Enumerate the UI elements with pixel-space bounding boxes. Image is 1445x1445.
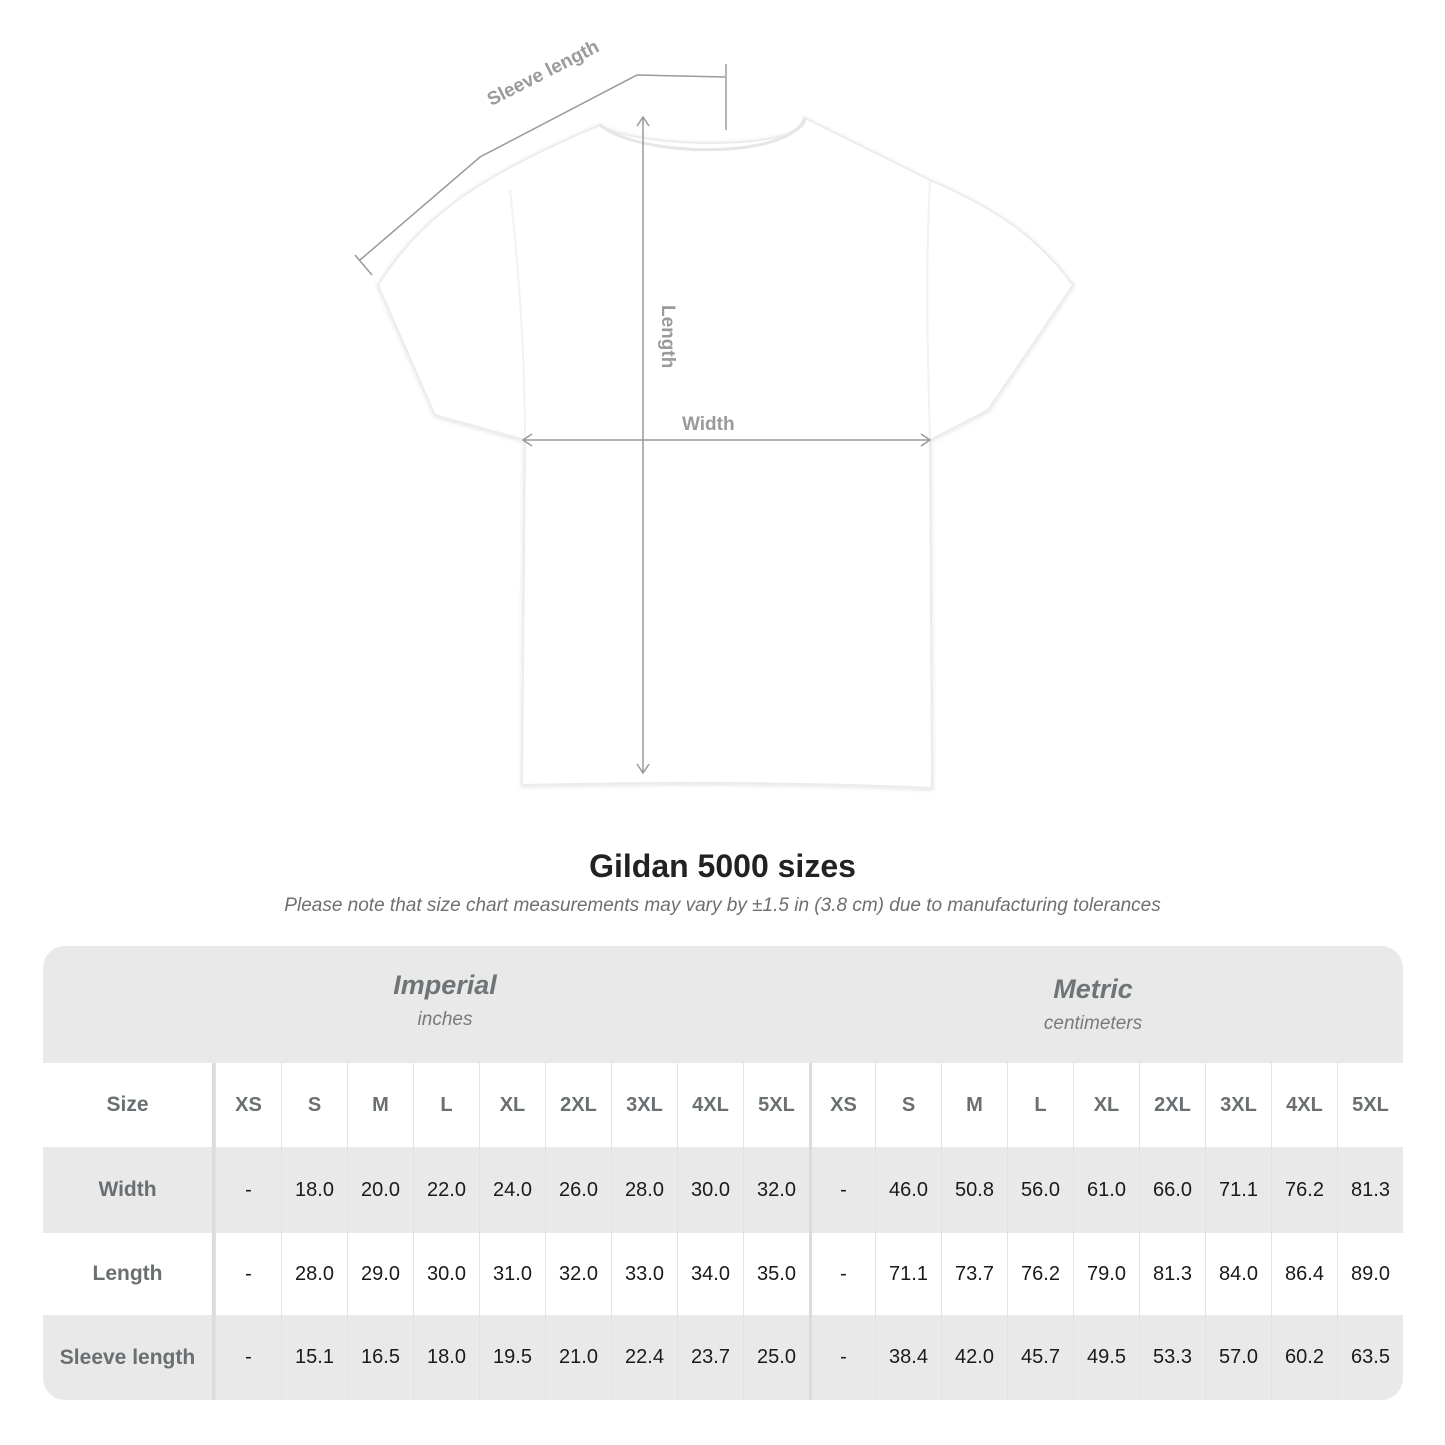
imperial-value-cell: 34.0 (677, 1233, 743, 1315)
imperial-value-cell: 22.4 (611, 1315, 677, 1400)
metric-size-header: 4XL (1271, 1063, 1337, 1147)
metric-value-cell: - (809, 1147, 875, 1233)
metric-title: Metric (1053, 974, 1133, 1004)
metric-size-header: 2XL (1139, 1063, 1205, 1147)
imperial-value-cell: - (215, 1315, 281, 1400)
imperial-size-header: 4XL (677, 1063, 743, 1147)
imperial-value-cell: 19.5 (479, 1315, 545, 1400)
imperial-value-cell: - (215, 1233, 281, 1315)
metric-value-cell: - (809, 1233, 875, 1315)
imperial-value-cell: 32.0 (743, 1147, 809, 1233)
imperial-value-cell: 31.0 (479, 1233, 545, 1315)
imperial-value-cell: 18.0 (281, 1147, 347, 1233)
imperial-size-header: XS (215, 1063, 281, 1147)
row-label: Length (43, 1233, 215, 1315)
metric-value-cell: 42.0 (941, 1315, 1007, 1400)
imperial-size-header: S (281, 1063, 347, 1147)
metric-size-header: 3XL (1205, 1063, 1271, 1147)
metric-size-header: XS (809, 1063, 875, 1147)
collar-seam (599, 117, 807, 152)
imperial-value-cell: 28.0 (281, 1233, 347, 1315)
metric-value-cell: 79.0 (1073, 1233, 1139, 1315)
imperial-value-cell: 28.0 (611, 1147, 677, 1233)
metric-value-cell: 81.3 (1337, 1147, 1403, 1233)
imperial-value-cell: 24.0 (479, 1147, 545, 1233)
metric-value-cell: 38.4 (875, 1315, 941, 1400)
metric-value-cell: 76.2 (1271, 1147, 1337, 1233)
imperial-value-cell: 30.0 (413, 1233, 479, 1315)
imperial-size-header: 5XL (743, 1063, 809, 1147)
metric-value-cell: 46.0 (875, 1147, 941, 1233)
metric-value-cell: 84.0 (1205, 1233, 1271, 1315)
imperial-value-cell: 25.0 (743, 1315, 809, 1400)
row-label: Width (43, 1147, 215, 1233)
table-row: Sleeve length -15.1 16.5 18.0 19.5 21.0 22.4 23… (43, 1315, 1403, 1400)
metric-value-cell: 71.1 (875, 1233, 941, 1315)
metric-size-header: S (875, 1063, 941, 1147)
imperial-value-cell: - (215, 1147, 281, 1233)
metric-value-cell: 86.4 (1271, 1233, 1337, 1315)
metric-value-cell: 73.7 (941, 1233, 1007, 1315)
imperial-value-cell: 21.0 (545, 1315, 611, 1400)
width-label: Width (682, 414, 735, 435)
imperial-size-header: XL (479, 1063, 545, 1147)
metric-value-cell: 61.0 (1073, 1147, 1139, 1233)
size-label: Size (43, 1063, 215, 1147)
tshirt-shape (376, 116, 1075, 790)
metric-value-cell: 45.7 (1007, 1315, 1073, 1400)
sleeve-length-measure (354, 64, 727, 276)
imperial-value-cell: 29.0 (347, 1233, 413, 1315)
imperial-value-cell: 18.0 (413, 1315, 479, 1400)
page-title: Gildan 5000 sizes (589, 848, 856, 884)
size-table: Imperial inches Metric centimeters Size X… (43, 946, 1403, 1400)
metric-size-header: 5XL (1337, 1063, 1403, 1147)
imperial-size-header: M (347, 1063, 413, 1147)
metric-value-cell: 81.3 (1139, 1233, 1205, 1315)
metric-value-cell: 89.0 (1337, 1233, 1403, 1315)
metric-unit: centimeters (1043, 1013, 1143, 1034)
imperial-value-cell: 16.5 (347, 1315, 413, 1400)
length-measure (636, 115, 650, 775)
imperial-value-cell: 20.0 (347, 1147, 413, 1233)
imperial-value-cell: 15.1 (281, 1315, 347, 1400)
imperial-value-cell: 26.0 (545, 1147, 611, 1233)
metric-value-cell: 56.0 (1007, 1147, 1073, 1233)
imperial-size-header: L (413, 1063, 479, 1147)
sleeve-seams (509, 179, 931, 441)
metric-value-cell: 57.0 (1205, 1315, 1271, 1400)
imperial-value-cell: 30.0 (677, 1147, 743, 1233)
metric-size-header: L (1007, 1063, 1073, 1147)
imperial-value-cell: 23.7 (677, 1315, 743, 1400)
imperial-size-header: 2XL (545, 1063, 611, 1147)
size-header-row: Size XS S M L XL 2XL 3XL 4XL 5XL XS S M L XL 2XL 3XL 4XL 5… (43, 1063, 1403, 1147)
imperial-size-header: 3XL (611, 1063, 677, 1147)
metric-value-cell: 76.2 (1007, 1233, 1073, 1315)
imperial-value-cell: 22.0 (413, 1147, 479, 1233)
metric-header: Metric centimeters (863, 974, 1323, 1035)
row-label: Sleeve length (43, 1315, 215, 1400)
imperial-unit: inches (417, 1009, 473, 1030)
width-measure (521, 433, 932, 447)
metric-value-cell: 71.1 (1205, 1147, 1271, 1233)
metric-value-cell: 60.2 (1271, 1315, 1337, 1400)
metric-size-header: XL (1073, 1063, 1139, 1147)
imperial-value-cell: 33.0 (611, 1233, 677, 1315)
table-row: Width -18.0 20.0 22.0 24.0 26.0 28.0 30.0 32.0-4… (43, 1147, 1403, 1233)
metric-value-cell: 66.0 (1139, 1147, 1205, 1233)
imperial-value-cell: 35.0 (743, 1233, 809, 1315)
tolerance-note: Please note that size chart measurements… (284, 895, 1161, 916)
metric-size-header: M (941, 1063, 1007, 1147)
metric-value-cell: - (809, 1315, 875, 1400)
metric-value-cell: 63.5 (1337, 1315, 1403, 1400)
metric-value-cell: 49.5 (1073, 1315, 1139, 1400)
imperial-title: Imperial (393, 970, 497, 1000)
length-label: Length (657, 305, 678, 369)
metric-value-cell: 53.3 (1139, 1315, 1205, 1400)
imperial-header: Imperial inches (215, 970, 675, 1031)
table-row: Length -28.0 29.0 30.0 31.0 32.0 33.0 34.0 35.0-… (43, 1233, 1403, 1315)
imperial-value-cell: 32.0 (545, 1233, 611, 1315)
unit-header: Imperial inches Metric centimeters (43, 946, 1403, 1063)
tshirt-diagram (354, 64, 1075, 790)
metric-value-cell: 50.8 (941, 1147, 1007, 1233)
